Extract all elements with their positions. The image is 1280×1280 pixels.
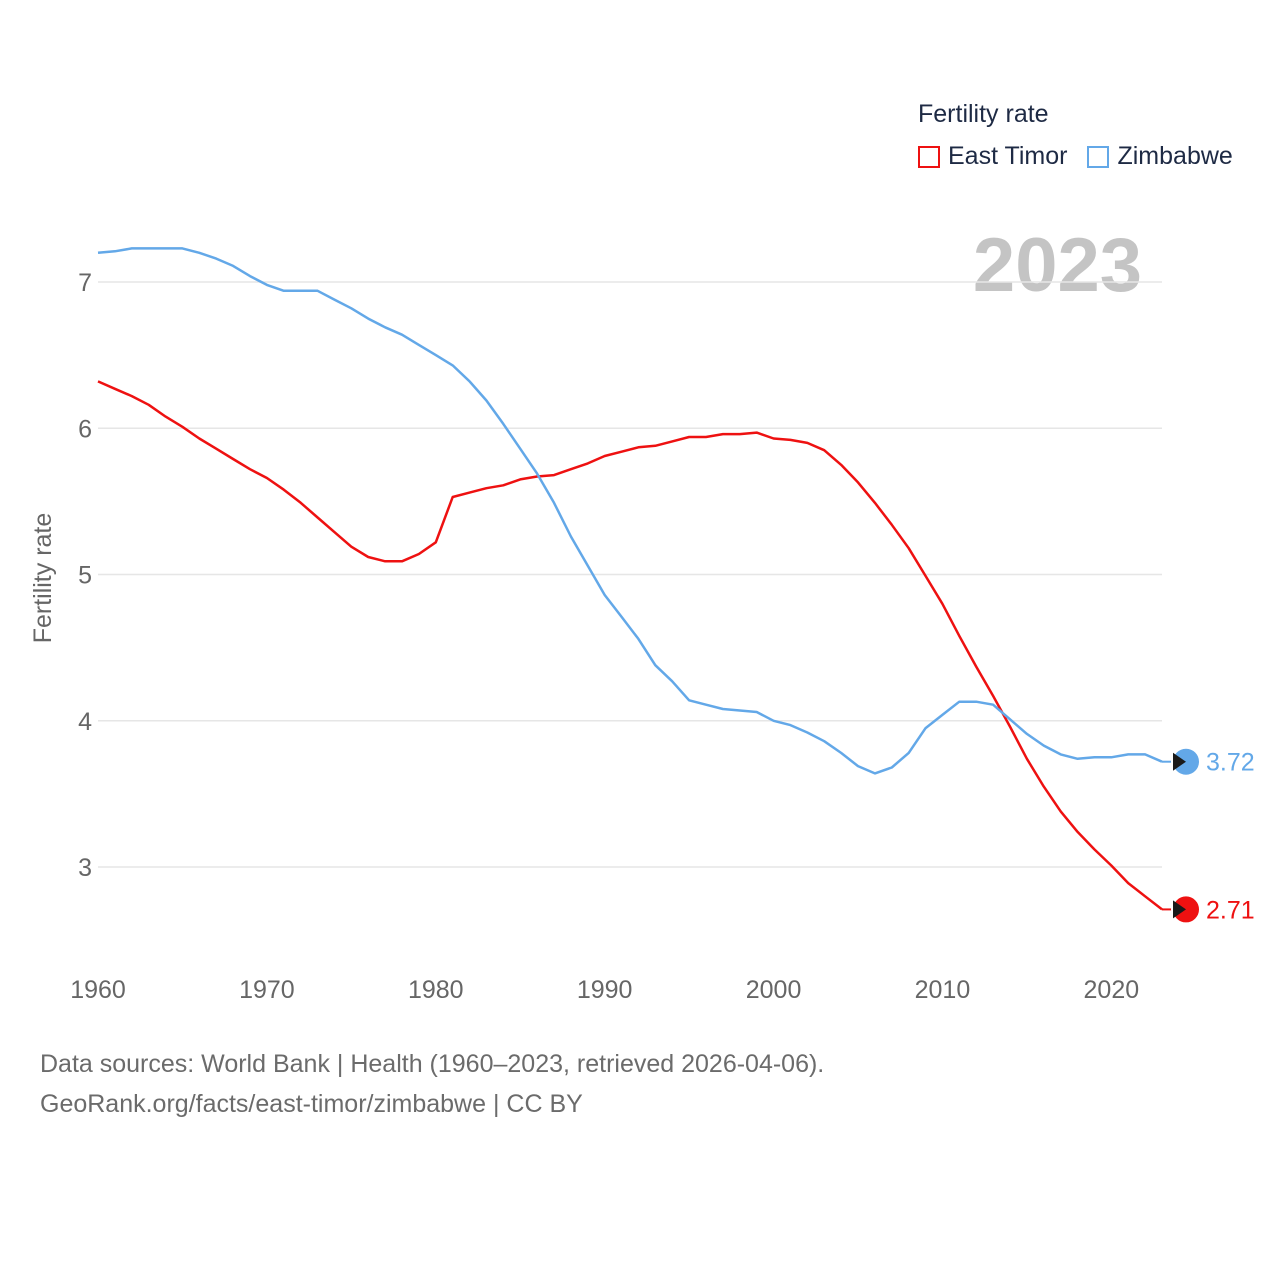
series-line-zimbabwe <box>97 247 1163 775</box>
flag-emblem-zimbabwe <box>1173 752 1186 771</box>
y-tick-label: 5 <box>78 562 92 590</box>
line-chart: 3 4 5 6 7 1960 1970 1980 1990 2000 2010 2020 Fertili… <box>29 247 1255 1004</box>
legend-title: Fertility rate <box>918 100 1049 128</box>
y-tick-label: 6 <box>78 415 92 443</box>
legend-swatch-zimbabwe <box>1087 145 1110 168</box>
x-tick-label: 1960 <box>70 976 126 1004</box>
x-tick-label: 1980 <box>408 976 464 1004</box>
series-end-label-zimbabwe: 3.72 <box>1206 749 1255 777</box>
y-tick-label: 4 <box>78 708 92 736</box>
x-tick-label: 2000 <box>746 976 802 1004</box>
x-tick-label: 1990 <box>577 976 633 1004</box>
y-axis-label: Fertility rate <box>29 513 57 644</box>
footer: Data sources: World Bank | Health (1960–… <box>40 1044 824 1124</box>
y-tick-label: 3 <box>78 854 92 882</box>
legend-swatch-east-timor <box>918 145 940 168</box>
legend-item-east-timor[interactable]: East Timor <box>918 142 1067 171</box>
series-line-east-timor <box>97 380 1163 911</box>
y-tick-label: 7 <box>78 269 92 297</box>
legend: East Timor Zimbabwe <box>918 142 1253 171</box>
x-tick-label: 2010 <box>915 976 971 1004</box>
current-year-watermark: 2023 <box>972 223 1142 308</box>
x-tick-label: 1970 <box>239 976 295 1004</box>
legend-label-east-timor: East Timor <box>948 142 1068 170</box>
legend-item-zimbabwe[interactable]: Zimbabwe <box>1087 142 1233 171</box>
flag-emblem-east-timor <box>1173 900 1186 919</box>
footer-attribution[interactable]: GeoRank.org/facts/east-timor/zimbabwe | … <box>40 1090 583 1118</box>
series-end-label-east-timor: 2.71 <box>1206 896 1255 924</box>
x-tick-label: 2020 <box>1084 976 1140 1004</box>
legend-label-zimbabwe: Zimbabwe <box>1117 142 1233 170</box>
footer-sources: Data sources: World Bank | Health (1960–… <box>40 1050 825 1078</box>
